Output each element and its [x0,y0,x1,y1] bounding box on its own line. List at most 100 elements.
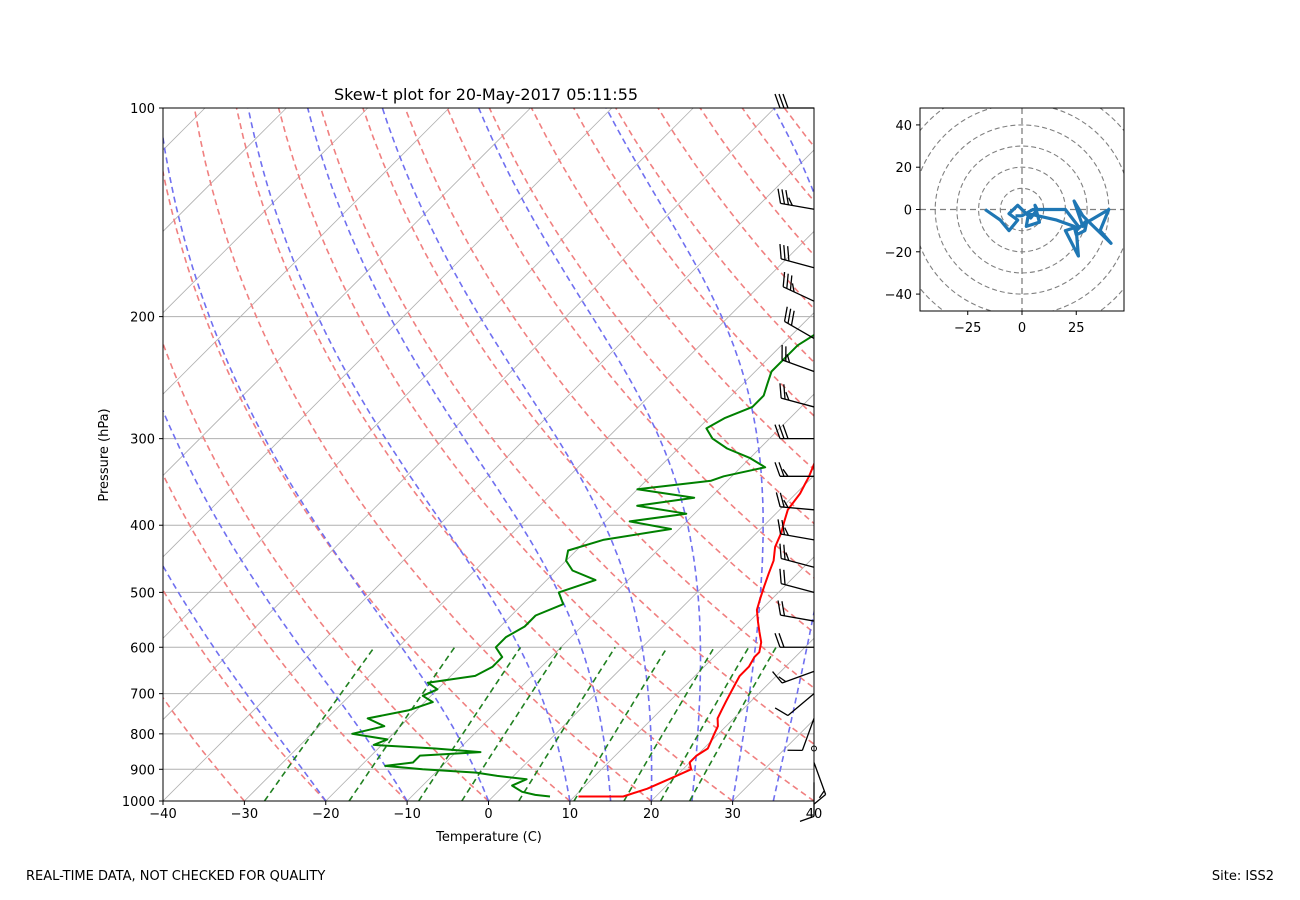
wind-barb [813,762,827,805]
moist-adiabat [247,108,571,801]
barb-flag [782,424,789,439]
isotherm-line [732,719,814,801]
wind-barb [779,543,815,568]
isotherm-line [163,108,613,558]
hodograph-x-tick-label: −25 [954,321,981,336]
barb-flag [779,492,785,508]
wind-barb [799,782,815,822]
hodograph-x-tick-label: 0 [1018,321,1026,336]
barb-flag [778,424,785,439]
skewt-plot: −40 −30 −20 −10 0 10 20 30 401002003004005006007… [97,85,1300,845]
dry-adiabat [783,108,814,148]
barb-flag [785,552,790,561]
barb-flag [781,601,786,616]
barb-shaft [780,506,815,511]
isotherm-line [406,393,814,801]
hodograph-x-tick-label: 25 [1068,321,1085,336]
barb-flag [783,569,786,585]
wind-barb [787,718,815,752]
barb-flag [778,633,785,648]
y-tick-label: 500 [130,586,155,601]
dry-adiabat [362,108,814,689]
barb-shaft [781,359,815,373]
barb-shaft [781,670,815,684]
dry-adiabat [573,108,814,417]
wind-barb [777,519,815,541]
x-tick-label: −10 [393,807,420,822]
barb-flag [786,273,789,289]
dry-adiabat [163,696,245,801]
isotherm-line [569,556,814,801]
chart-title: Skew-t plot for 20-May-2017 05:11:55 [334,85,638,104]
isotherm-line [163,108,531,477]
hodograph-y-tick-label: −40 [885,288,912,303]
barb-shaft [801,718,815,751]
barb-flag [779,568,782,584]
barb-flag [781,519,786,535]
isotherm-line [650,637,814,801]
dry-adiabat [163,588,327,801]
mixing-ratio-line [348,646,456,801]
isotherm-line [244,230,814,801]
wind-barb [774,462,814,477]
dry-adiabat [235,108,734,801]
x-tick-label: 0 [484,807,492,822]
barb-shaft [780,533,815,541]
wind-barb [779,244,815,269]
dry-adiabat [615,108,814,364]
moist-adiabat [477,108,702,801]
barb-flag [782,271,786,287]
wind-barb [777,188,815,210]
barb-shaft [780,202,815,210]
y-tick-label: 900 [130,763,155,778]
mixing-ratio-line [418,646,522,801]
wind-barb [781,344,815,373]
mixing-ratio-line [623,646,715,801]
y-tick-label: 400 [130,519,155,534]
y-axis-title: Pressure (hPa) [97,408,112,501]
hodograph-line [984,199,1113,258]
dry-adiabat [163,341,490,801]
barb-flag [778,462,785,477]
isotherm-line [325,312,814,801]
barb-flag [783,384,786,400]
hodograph-plot: −25 0 25 40 20 0 −20 −40 [885,107,1125,336]
dry-adiabat [163,472,408,801]
wind-barbs [772,93,827,822]
dewpoint-line [351,333,814,798]
isotherm-line [163,149,814,801]
isotherm-line [163,108,450,395]
wind-barb [782,271,815,302]
barb-shaft [780,582,815,594]
hodograph-y-tick-label: 20 [895,161,912,176]
barb-shaft [780,557,815,568]
dry-adiabat [953,108,1300,801]
moist-adiabat [163,564,327,801]
dry-adiabat [488,108,814,525]
barb-shaft [782,286,815,302]
hodograph-trace [984,199,1113,258]
dry-adiabat [827,108,1300,801]
wind-barb [777,600,815,622]
barb-flag [790,310,795,326]
y-tick-label: 1000 [122,795,155,810]
dry-adiabat [446,108,814,579]
barb-flag [777,600,782,616]
isotherm-line [163,108,369,314]
site-label: Site: ISS2 [1211,869,1274,884]
barb-flag [799,815,815,822]
wind-barb [774,93,814,109]
x-tick-label: −20 [312,807,339,822]
mixing-ratio-line [518,646,616,801]
barb-flag [786,354,791,363]
dry-adiabat [404,108,814,634]
barb-flag [785,189,790,205]
barb-flag [783,544,786,560]
x-tick-label: −40 [149,807,176,822]
barb-flag [777,188,782,204]
barb-flag [783,306,788,322]
mixing-ratio-line [461,646,562,801]
mixing-ratio-line [573,646,668,801]
barb-flag [782,93,789,109]
hodograph-y-tick-label: −20 [885,246,912,261]
